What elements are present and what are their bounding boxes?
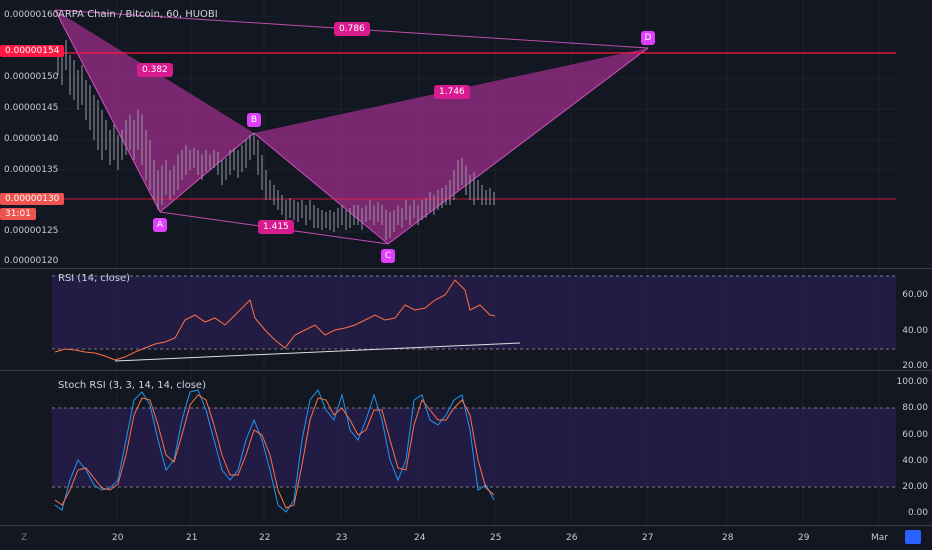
price-tick: 0.00000140 bbox=[4, 134, 59, 144]
time-tick: Mar bbox=[871, 533, 888, 543]
ratio-label: 0.786 bbox=[334, 22, 370, 36]
bar-countdown: 31:01 bbox=[0, 208, 36, 220]
stoch-k-line bbox=[54, 389, 495, 513]
rsi-band bbox=[52, 276, 896, 349]
time-axis-border bbox=[0, 525, 932, 526]
price-tick: 0.00000160 bbox=[4, 10, 59, 20]
stoch-band bbox=[52, 408, 896, 487]
price-tick: 0.00000150 bbox=[4, 72, 59, 82]
stoch-tick: 0.00 bbox=[907, 508, 928, 518]
stoch-tick: 80.00 bbox=[902, 403, 928, 413]
stoch-title[interactable]: Stoch RSI (3, 3, 14, 14, close) bbox=[58, 380, 206, 391]
time-tick: 20 bbox=[112, 533, 124, 543]
time-tick: 23 bbox=[336, 533, 348, 543]
pattern-point-c[interactable]: C bbox=[381, 249, 395, 263]
rsi-tick: 40.00 bbox=[902, 326, 928, 336]
stoch-tick: 20.00 bbox=[902, 482, 928, 492]
time-tick: 22 bbox=[259, 533, 271, 543]
chart-title[interactable]: ARPA Chain / Bitcoin, 60, HUOBI bbox=[58, 9, 218, 20]
pane-separator-stoch[interactable] bbox=[0, 370, 932, 371]
time-tick: 27 bbox=[642, 533, 654, 543]
stoch-tick: 60.00 bbox=[902, 430, 928, 440]
stoch-tick: 40.00 bbox=[902, 456, 928, 466]
price-tick: 0.00000120 bbox=[4, 256, 59, 266]
time-tick: 29 bbox=[798, 533, 810, 543]
price-tick: 0.00000125 bbox=[4, 226, 59, 236]
pattern-point-b[interactable]: B bbox=[247, 113, 261, 127]
time-tick: 26 bbox=[566, 533, 578, 543]
current-price-badge: 0.00000130 bbox=[0, 193, 65, 205]
time-tick: 24 bbox=[414, 533, 426, 543]
pane-separator-rsi[interactable] bbox=[0, 268, 932, 269]
time-tick: 28 bbox=[722, 533, 734, 543]
candles bbox=[57, 40, 495, 240]
rsi-trendline[interactable] bbox=[114, 342, 521, 362]
time-tick: 21 bbox=[186, 533, 198, 543]
price-tick: 0.00000145 bbox=[4, 103, 59, 113]
ratio-label: 0.382 bbox=[137, 63, 173, 77]
rsi-tick: 20.00 bbox=[902, 361, 928, 371]
pattern-point-d[interactable]: D bbox=[641, 31, 655, 45]
time-tick: 25 bbox=[490, 533, 502, 543]
tradingview-logo-icon[interactable] bbox=[905, 530, 921, 544]
stoch-tick: 100.00 bbox=[896, 377, 929, 387]
rsi-line bbox=[54, 279, 496, 361]
rsi-title[interactable]: RSI (14, close) bbox=[58, 273, 131, 284]
rsi-tick: 60.00 bbox=[902, 290, 928, 300]
ratio-label: 1.415 bbox=[258, 220, 294, 234]
pattern-point-a[interactable]: A bbox=[153, 218, 167, 232]
red-line-price-badge: 0.00000154 bbox=[0, 45, 65, 57]
price-tick: 0.00000135 bbox=[4, 165, 59, 175]
ratio-label: 1.746 bbox=[434, 85, 470, 99]
harmonic-pattern[interactable] bbox=[54, 9, 649, 245]
stoch-d-line bbox=[54, 394, 495, 509]
zoom-icon[interactable]: Z bbox=[21, 533, 28, 543]
